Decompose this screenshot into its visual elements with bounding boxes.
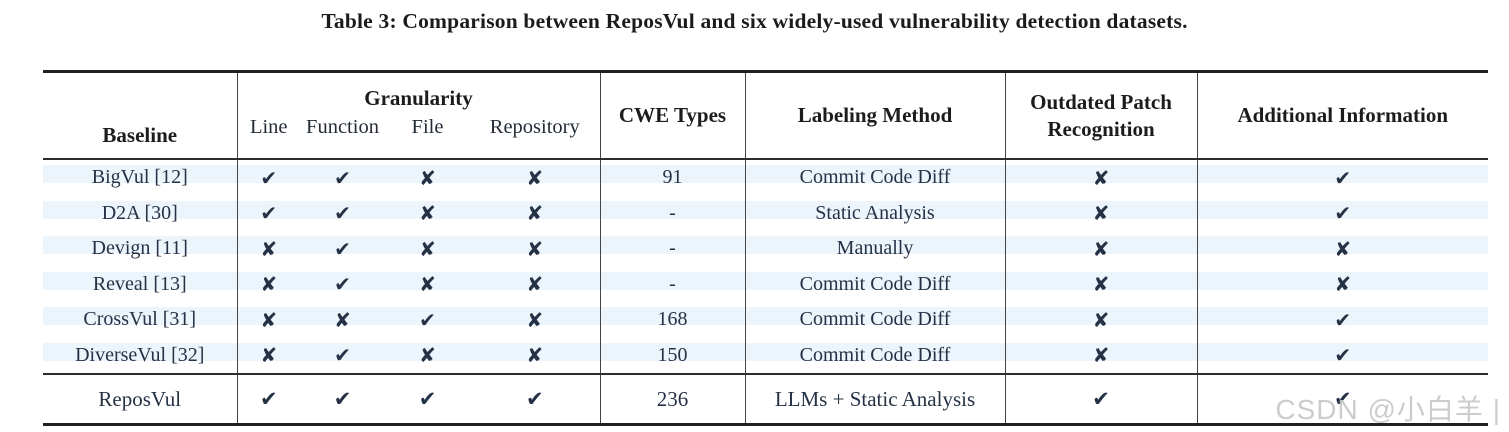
col-header-file: File: [411, 116, 444, 138]
row-name: CrossVul [31]: [43, 302, 238, 338]
table-row: ReposVul ✔ ✔ ✔ ✔ 236 LLMs + Static Analy…: [43, 373, 1488, 425]
granularity-line-mark: ✔: [237, 195, 300, 231]
table-body: BigVul [12] ✔ ✔ ✘ ✘ 91 Commit Code Diff …: [43, 159, 1488, 374]
granularity-function-mark: ✔: [300, 195, 385, 231]
granularity-function-mark: ✔: [300, 159, 385, 196]
outdated-mark: ✘: [1005, 337, 1198, 374]
additional-mark: ✔: [1197, 302, 1488, 338]
col-header-repository: Repository: [470, 113, 601, 159]
granularity-file-mark: ✘: [385, 231, 470, 267]
granularity-function-mark: ✔: [300, 337, 385, 374]
outdated-mark: ✘: [1005, 159, 1198, 196]
granularity-line-mark: ✘: [237, 302, 300, 338]
row-name: DiverseVul [32]: [43, 337, 238, 374]
row-name: Reveal [13]: [43, 266, 238, 302]
additional-mark: ✔: [1197, 159, 1488, 196]
granularity-line-mark: ✘: [237, 231, 300, 267]
granularity-repository-mark: ✘: [470, 302, 601, 338]
granularity-file-mark: ✔: [385, 302, 470, 338]
granularity-function-mark: ✔: [300, 373, 385, 425]
row-name: ReposVul: [43, 373, 238, 425]
granularity-repository-mark: ✘: [470, 159, 601, 196]
granularity-file-mark: ✔: [385, 373, 470, 425]
granularity-repository-mark: ✘: [470, 337, 601, 374]
additional-mark: ✘: [1197, 266, 1488, 302]
outdated-mark: ✘: [1005, 195, 1198, 231]
labeling-value: Commit Code Diff: [745, 159, 1006, 196]
additional-mark: ✔: [1197, 337, 1488, 374]
table-row: BigVul [12] ✔ ✔ ✘ ✘ 91 Commit Code Diff …: [43, 159, 1488, 196]
table-row: CrossVul [31] ✘ ✘ ✔ ✘ 168 Commit Code Di…: [43, 302, 1488, 338]
labeling-value: Commit Code Diff: [745, 266, 1006, 302]
granularity-file-mark: ✘: [385, 159, 470, 196]
outdated-mark: ✘: [1005, 266, 1198, 302]
comparison-table: Baseline Granularity CWE Types Labeling …: [43, 70, 1488, 426]
labeling-value: LLMs + Static Analysis: [745, 373, 1006, 425]
granularity-repository-mark: ✘: [470, 195, 601, 231]
header-row-top: Baseline Granularity CWE Types Labeling …: [43, 71, 1488, 159]
csdn-watermark: CSDN @小白羊 |: [1275, 394, 1501, 425]
granularity-line-mark: ✘: [237, 266, 300, 302]
row-name: BigVul [12]: [43, 159, 238, 196]
col-header-additional-information: Additional Information: [1237, 103, 1449, 127]
outdated-mark: ✘: [1005, 231, 1198, 267]
col-header-line: Line: [249, 116, 288, 138]
additional-mark: ✔: [1197, 195, 1488, 231]
col-header-labeling-method: Labeling Method: [745, 71, 1006, 159]
granularity-repository-mark: ✔: [470, 373, 601, 425]
table-caption: Table 3: Comparison between ReposVul and…: [321, 9, 1188, 33]
table-row: DiverseVul [32] ✘ ✔ ✘ ✘ 150 Commit Code …: [43, 337, 1488, 374]
row-name: Devign [11]: [43, 231, 238, 267]
col-header-function: Function: [306, 116, 379, 138]
header-row-sub: Line Function File Repository: [43, 113, 1488, 159]
granularity-line-mark: ✔: [237, 159, 300, 196]
granularity-file-mark: ✘: [385, 266, 470, 302]
table-row: Devign [11] ✘ ✔ ✘ ✘ - Manually ✘ ✘: [43, 231, 1488, 267]
col-header-cwe-types: CWE Types: [600, 71, 746, 159]
additional-mark: ✘: [1197, 231, 1488, 267]
cwe-value: -: [600, 195, 746, 231]
row-name: D2A [30]: [43, 195, 238, 231]
additional-mark: ✔: [1197, 373, 1488, 425]
cwe-value: 150: [600, 337, 746, 374]
outdated-mark: ✘: [1005, 302, 1198, 338]
granularity-repository-mark: ✘: [470, 266, 601, 302]
cwe-value: 168: [600, 302, 746, 338]
table-header: Baseline Granularity CWE Types Labeling …: [43, 71, 1488, 159]
granularity-function-mark: ✔: [300, 266, 385, 302]
outdated-mark: ✔: [1005, 373, 1198, 425]
col-header-outdated-patch-recognition: Outdated Patch Recognition: [1005, 71, 1198, 159]
granularity-line-mark: ✘: [237, 337, 300, 374]
cwe-value: 236: [600, 373, 746, 425]
granularity-function-mark: ✘: [300, 302, 385, 338]
granularity-function-mark: ✔: [300, 231, 385, 267]
labeling-value: Manually: [745, 231, 1006, 267]
col-header-granularity: Granularity: [237, 71, 601, 113]
cwe-value: -: [600, 266, 746, 302]
granularity-file-mark: ✘: [385, 337, 470, 374]
table-row: D2A [30] ✔ ✔ ✘ ✘ - Static Analysis ✘ ✔: [43, 195, 1488, 231]
table-row: Reveal [13] ✘ ✔ ✘ ✘ - Commit Code Diff ✘…: [43, 266, 1488, 302]
granularity-line-mark: ✔: [237, 373, 300, 425]
granularity-repository-mark: ✘: [470, 231, 601, 267]
granularity-file-mark: ✘: [385, 195, 470, 231]
col-header-baseline: Baseline: [43, 71, 238, 159]
labeling-value: Static Analysis: [745, 195, 1006, 231]
labeling-value: Commit Code Diff: [745, 302, 1006, 338]
labeling-value: Commit Code Diff: [745, 337, 1006, 374]
cwe-value: 91: [600, 159, 746, 196]
table-final-body: ReposVul ✔ ✔ ✔ ✔ 236 LLMs + Static Analy…: [43, 373, 1488, 425]
cwe-value: -: [600, 231, 746, 267]
